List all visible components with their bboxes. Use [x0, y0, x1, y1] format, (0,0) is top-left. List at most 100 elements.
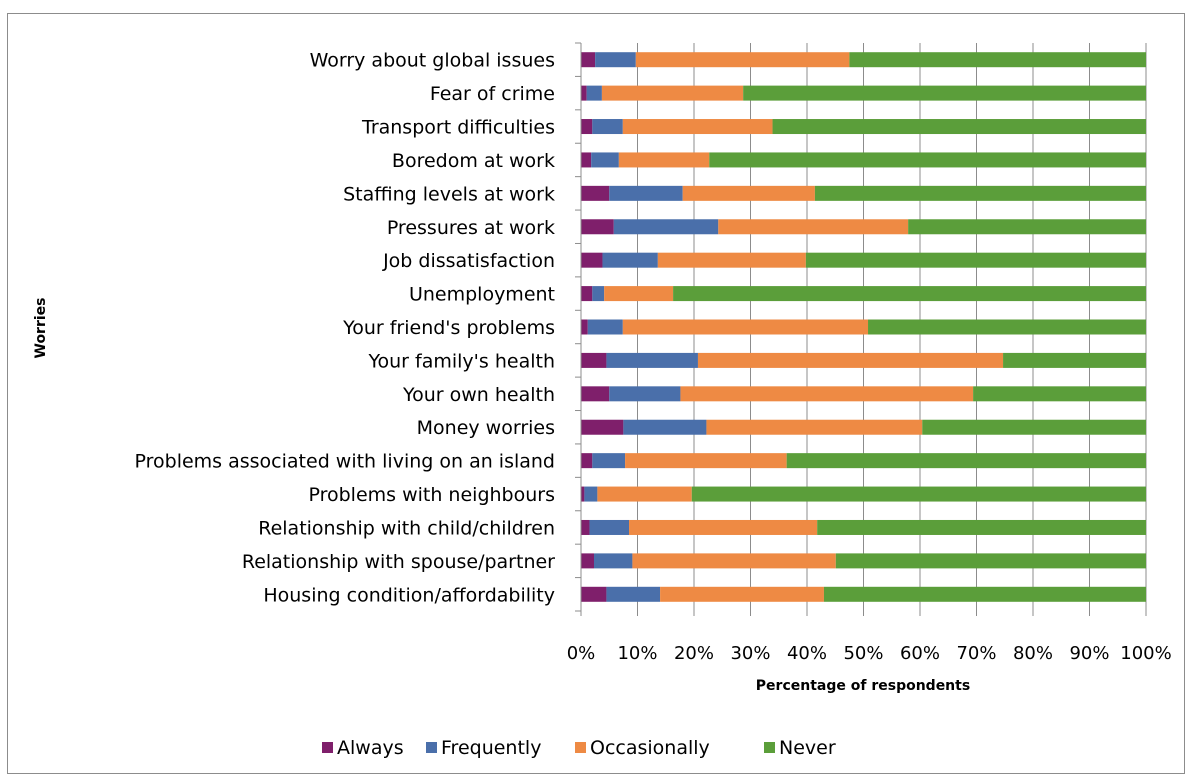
x-tick-label: 50% [843, 643, 883, 664]
bar-occasionally [680, 386, 974, 402]
category-label: Money worries [417, 417, 555, 439]
bar-always [581, 486, 585, 502]
category-label: Relationship with spouse/partner [242, 551, 555, 573]
bar-never [922, 419, 1146, 435]
bar-always [581, 453, 593, 469]
bar-occasionally [597, 486, 692, 502]
bar-always [581, 352, 607, 368]
category-label: Unemployment [409, 284, 555, 306]
bar-frequently [602, 252, 658, 268]
x-tick-label: 0% [567, 643, 596, 664]
category-label: Problems associated with living on an is… [135, 451, 556, 473]
bar-always [581, 152, 592, 168]
bar-occasionally [601, 85, 744, 101]
bar-never [835, 553, 1146, 569]
category-label: Your friend's problems [342, 317, 555, 339]
bar-frequently [593, 553, 633, 569]
bar-frequently [589, 519, 630, 535]
bar-never [743, 85, 1146, 101]
x-tick-label: 70% [956, 643, 996, 664]
category-label: Transport difficulties [361, 117, 555, 139]
bar-always [581, 85, 587, 101]
bar-never [817, 519, 1146, 535]
bar-frequently [595, 52, 636, 68]
bar-frequently [606, 352, 698, 368]
bar-frequently [609, 386, 681, 402]
bar-never [1003, 352, 1146, 368]
x-tick-labels: 0% 10% 20% 30% 40% 50% 60% 70% 80% 90% 100% [567, 643, 1172, 664]
category-labels: Worry about global issues Fear of crime Tr… [135, 50, 556, 607]
bar-frequently [592, 286, 605, 302]
bar-never [709, 152, 1146, 168]
bar-occasionally [718, 219, 909, 235]
x-tick-label: 10% [617, 643, 657, 664]
bar-always [581, 119, 593, 135]
bar-always [581, 319, 588, 335]
bar-always [581, 386, 610, 402]
bar-occasionally [657, 252, 806, 268]
legend-label-frequently: Frequently [441, 737, 541, 759]
bar-always [581, 553, 594, 569]
category-label: Job dissatisfaction [382, 250, 555, 272]
x-axis-title: Percentage of respondents [756, 678, 970, 694]
bar-always [581, 52, 596, 68]
bar-always [581, 519, 590, 535]
bar-always [581, 586, 607, 602]
legend-label-always: Always [337, 737, 404, 759]
bar-frequently [592, 453, 626, 469]
category-label: Your own health [402, 384, 555, 406]
bar-never [814, 185, 1146, 201]
bar-never [823, 586, 1146, 602]
bar-always [581, 419, 624, 435]
legend-swatch-frequently [426, 742, 437, 753]
category-label: Your family's health [367, 350, 555, 372]
bar-always [581, 219, 614, 235]
bar-frequently [606, 586, 661, 602]
bar-occasionally [625, 453, 787, 469]
bar-never [849, 52, 1146, 68]
bar-occasionally [660, 586, 824, 602]
legend-swatch-never [764, 742, 775, 753]
bar-frequently [586, 85, 602, 101]
legend-label-never: Never [779, 737, 836, 759]
bar-frequently [587, 319, 623, 335]
x-tick-label: 90% [1069, 643, 1109, 664]
category-label: Boredom at work [392, 150, 555, 172]
bar-occasionally [632, 553, 836, 569]
bar-frequently [592, 119, 623, 135]
bar-occasionally [682, 185, 815, 201]
bar-always [581, 286, 593, 302]
x-tick-label: 40% [787, 643, 827, 664]
category-label: Fear of crime [430, 83, 555, 105]
bar-occasionally [604, 286, 674, 302]
x-tick-label: 20% [674, 643, 714, 664]
bar-occasionally [635, 52, 850, 68]
bar-never [772, 119, 1146, 135]
bar-frequently [591, 152, 619, 168]
category-label: Housing condition/affordability [263, 584, 555, 606]
x-tick-label: 100% [1120, 643, 1171, 664]
category-label: Worry about global issues [310, 50, 555, 72]
bar-occasionally [618, 152, 710, 168]
legend: Always Frequently Occasionally Never [322, 737, 836, 759]
bar-never [973, 386, 1146, 402]
bar-never [805, 252, 1146, 268]
bar-frequently [609, 185, 683, 201]
bars [581, 52, 1146, 602]
bar-frequently [613, 219, 719, 235]
bar-occasionally [629, 519, 818, 535]
bar-occasionally [706, 419, 923, 435]
bar-never [868, 319, 1146, 335]
category-label: Pressures at work [387, 217, 555, 239]
category-label: Problems with neighbours [308, 484, 555, 506]
bar-occasionally [622, 119, 773, 135]
legend-label-occasionally: Occasionally [590, 737, 710, 759]
legend-swatch-always [322, 742, 333, 753]
legend-swatch-occasionally [575, 742, 586, 753]
bar-never [673, 286, 1146, 302]
x-tick-label: 60% [900, 643, 940, 664]
bar-never [691, 486, 1146, 502]
bar-occasionally [697, 352, 1004, 368]
y-axis-title: Worries [33, 298, 49, 359]
